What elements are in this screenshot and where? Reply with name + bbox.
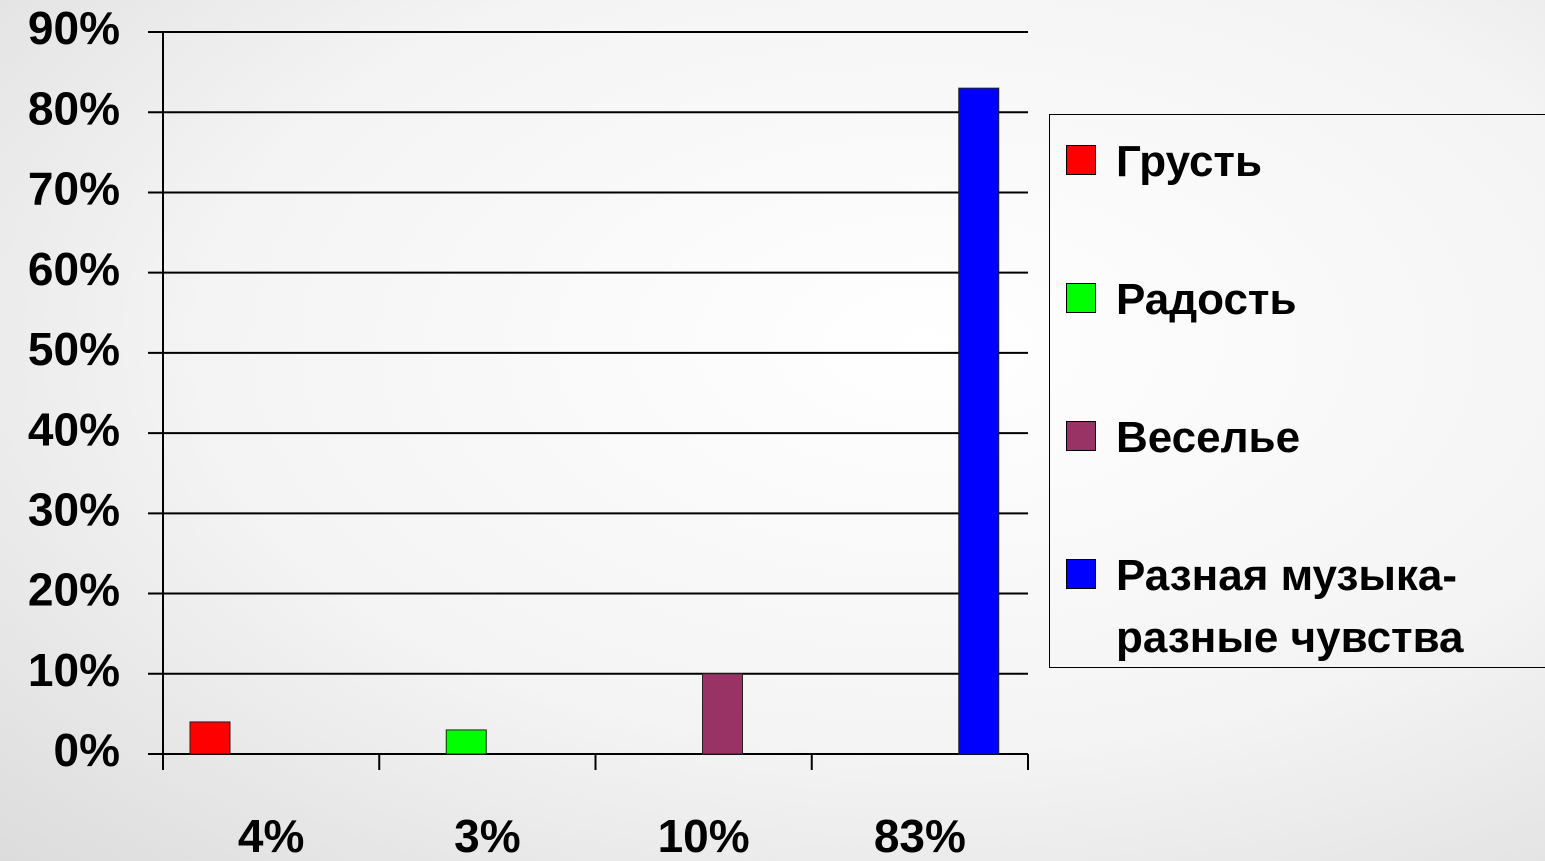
- y-tick-label: 10%: [28, 644, 120, 696]
- x-tick-label: 3%: [454, 810, 520, 861]
- y-tick-label: 40%: [28, 403, 120, 455]
- legend-swatch: [1066, 421, 1096, 451]
- legend: Грусть Радость Веселье Разная музыка-разные…: [1049, 114, 1545, 668]
- y-tick-label: 70%: [28, 163, 120, 215]
- legend-label: Радость: [1116, 275, 1297, 324]
- y-tick-label: 80%: [28, 82, 120, 134]
- x-tick-label: 83%: [874, 810, 966, 861]
- legend-label: Грусть: [1116, 137, 1263, 186]
- legend-swatch: [1066, 283, 1096, 313]
- bar: [958, 87, 1000, 755]
- legend-label: Разная музыка-разные чувства: [1116, 551, 1464, 662]
- bar: [702, 673, 743, 755]
- y-tick-label: 90%: [28, 2, 120, 54]
- legend-label: Веселье: [1116, 413, 1301, 462]
- y-tick-label: 0%: [54, 724, 120, 776]
- legend-swatch: [1066, 559, 1096, 589]
- bar: [189, 721, 231, 755]
- bar: [445, 729, 487, 755]
- x-tick-label: 4%: [238, 810, 304, 861]
- x-tick-label: 10%: [658, 810, 750, 861]
- y-tick-label: 20%: [28, 564, 120, 616]
- y-tick-label: 50%: [28, 323, 120, 375]
- y-tick-label: 30%: [28, 483, 120, 535]
- y-tick-label: 60%: [28, 243, 120, 295]
- legend-swatch: [1066, 145, 1096, 175]
